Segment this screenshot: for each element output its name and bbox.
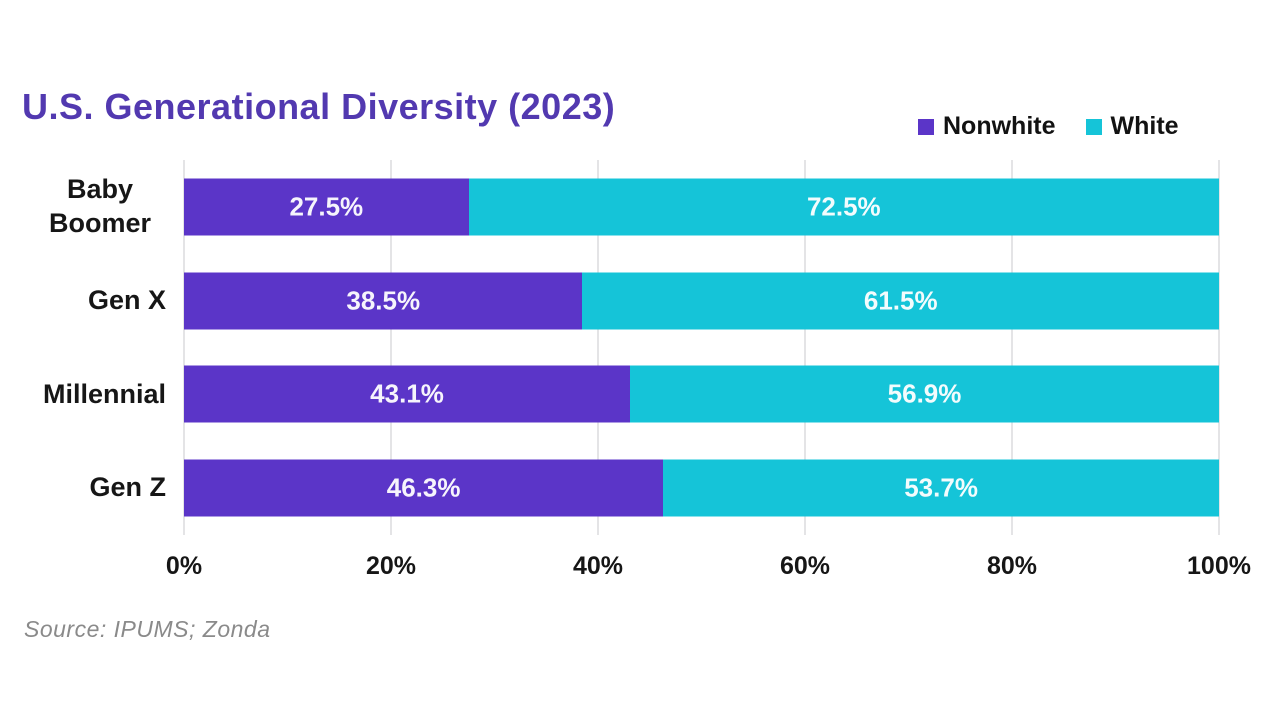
bar-segment-nonwhite: 38.5% <box>184 272 583 330</box>
category-label: Baby Boomer <box>48 174 151 238</box>
legend-swatch-icon <box>1085 118 1102 135</box>
bar-segment-nonwhite: 27.5% <box>184 178 469 236</box>
gridline <box>804 160 806 535</box>
category-label: Gen Z <box>89 472 166 503</box>
bar-row: 46.3% 53.7% <box>184 441 1219 535</box>
gridline <box>597 160 599 535</box>
bar-row: 38.5% 61.5% <box>184 254 1219 348</box>
bar-segment-white: 72.5% <box>468 178 1219 236</box>
chart-title: U.S. Generational Diversity (2023) <box>22 86 616 127</box>
bar-track: 43.1% 56.9% <box>184 365 1219 423</box>
x-tick-label: 100% <box>1187 552 1251 580</box>
category-cell: Gen Z <box>0 441 166 535</box>
category-label: Gen X <box>87 284 166 315</box>
bar-track: 46.3% 53.7% <box>184 459 1219 517</box>
category-axis: Baby Boomer Gen X Millennial Gen Z <box>0 160 166 535</box>
x-tick-label: 0% <box>165 552 203 580</box>
legend-label: Nonwhite <box>943 112 1056 140</box>
legend: Nonwhite White <box>918 112 1179 141</box>
bar-segment-nonwhite: 43.1% <box>184 365 631 423</box>
bar-segment-white: 53.7% <box>663 459 1219 517</box>
bar-segment-white: 56.9% <box>630 365 1219 423</box>
gridline <box>183 160 185 535</box>
category-cell: Millennial <box>0 348 166 442</box>
category-label: Millennial <box>42 378 166 409</box>
bar-row: 43.1% 56.9% <box>184 348 1219 442</box>
gridline <box>390 160 392 535</box>
legend-item-nonwhite: Nonwhite <box>918 112 1056 141</box>
bar-track: 38.5% 61.5% <box>184 272 1219 330</box>
legend-item-white: White <box>1085 112 1179 141</box>
bar-track: 27.5% 72.5% <box>184 178 1219 236</box>
plot-area: 27.5% 72.5% 38.5% 61.5% 43.1% 56.9% 46.3% 53.7% <box>183 160 1220 535</box>
bar-segment-nonwhite: 46.3% <box>184 459 664 517</box>
legend-label: White <box>1110 112 1179 140</box>
category-cell: Baby Boomer <box>0 160 166 254</box>
legend-swatch-icon <box>918 118 934 135</box>
gridline <box>1218 160 1220 535</box>
x-tick-label: 60% <box>779 552 831 580</box>
bar-rows: 27.5% 72.5% 38.5% 61.5% 43.1% 56.9% 46.3% 53.7% <box>184 160 1219 535</box>
category-cell: Gen X <box>0 254 166 348</box>
x-axis: 0% 20% 40% 60% 80% 100% <box>166 552 1251 592</box>
x-tick-label: 20% <box>365 552 417 580</box>
bar-row: 27.5% 72.5% <box>184 160 1219 254</box>
source-note: Source: IPUMS; Zonda <box>24 616 271 642</box>
bar-segment-white: 61.5% <box>582 272 1219 330</box>
x-tick-label: 40% <box>572 552 624 580</box>
x-tick-label: 80% <box>986 552 1038 580</box>
gridline <box>1011 160 1013 535</box>
